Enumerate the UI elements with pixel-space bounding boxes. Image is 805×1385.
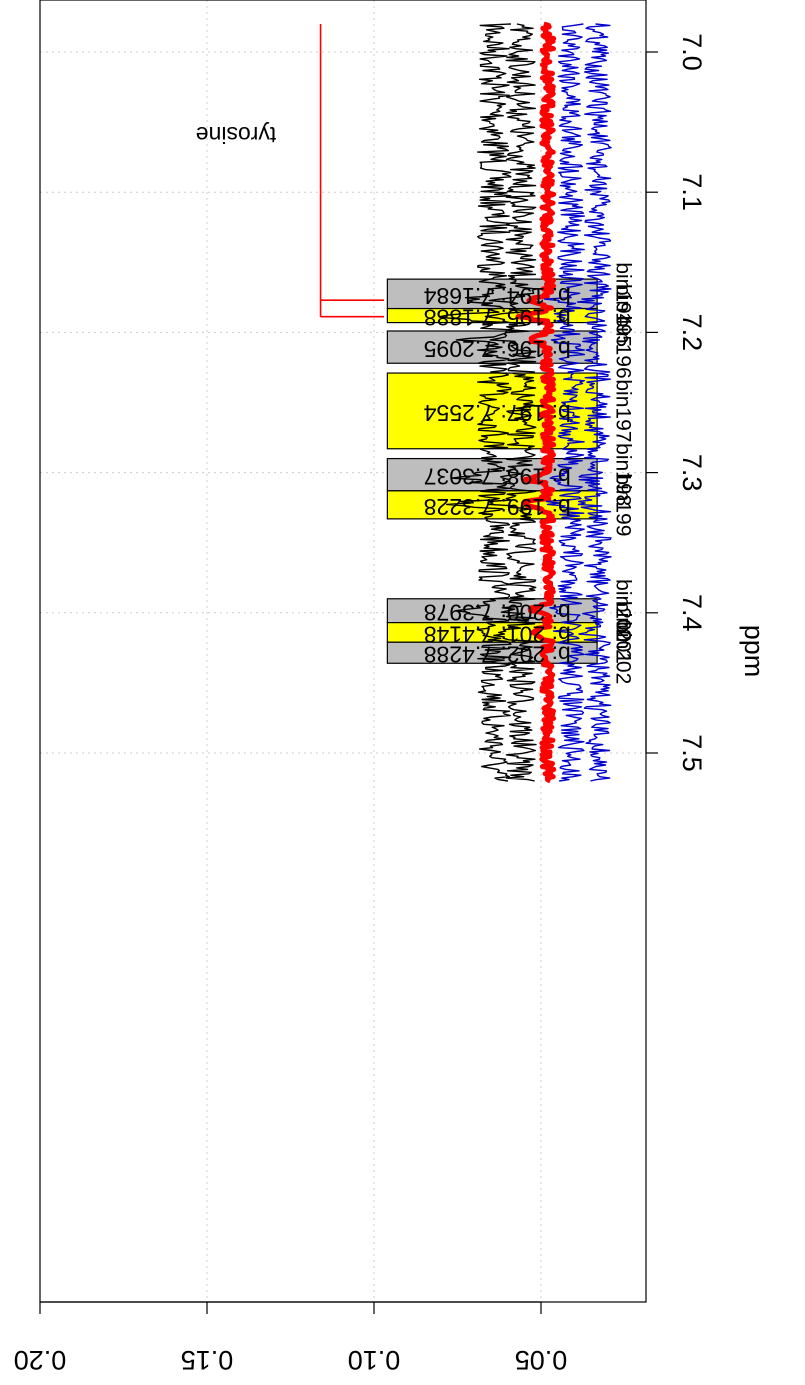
bin-value-label-bin200: b: 200: 7.3978 [424,600,571,626]
ppm-tick-label: 7.4 [677,594,707,632]
ppm-tick-label: 7.0 [677,33,707,71]
intensity-tick-label: 0.10 [348,1345,401,1375]
ppm-tick-label: 7.1 [677,173,707,211]
bin-value-label-bin196: b: 196: 7.2095 [424,336,571,362]
series-layer [439,21,612,784]
bin-name-label-bin198: bin198 [611,443,634,506]
bin-value-label-bin194: b: 194: 7.1684 [423,283,570,309]
bin-name-label-bin201: bin201 [611,601,634,664]
bin-value-label-bin195: b: 195: 7.1888 [424,304,571,330]
bin-value-label-bin201: b: 201: 7.4148 [424,621,571,647]
bin-name-label-bin200: bin200 [611,579,634,642]
annotation-layer: tyrosine [196,23,385,318]
bin-value-label-bin198: b: 198: 7.3037 [424,464,571,490]
annotation-label: tyrosine [196,122,277,148]
ppm-tick-label: 7.2 [677,314,707,352]
intensity-tick-label: 0.20 [14,1345,67,1375]
bin-value-label-bin199: b: 199: 7.3228 [424,494,571,520]
bin-name-label-bin197: bin197 [611,379,634,442]
ppm-tick-label: 7.5 [677,734,707,772]
bin-value-label-bin202: b: 202: 7.4288 [424,642,571,668]
bin-name-label-bin194: bin194 [611,262,634,325]
intensity-tick-label: 0.15 [181,1345,234,1375]
spectrum-line-5 [576,23,612,782]
spectrum-line-1 [439,23,512,782]
x-axis-label: ppm [739,625,769,678]
spectrum-line-3 [515,21,557,784]
bin-name-label-bin196: bin196 [611,316,634,379]
ppm-tick-label: 7.3 [677,454,707,492]
bin-name-label-bin202: bin202 [611,621,634,684]
axis-layer: 7.0 7.1 7.2 7.3 7.4 7.5 0.05 0.10 0.15 0.20 [14,33,707,1375]
spectrum-line-4 [543,23,586,782]
bin-name-label-bin195: bin195 [611,284,634,347]
spectrum-line-2 [484,23,537,782]
bin-name-label-bin199: bin199 [611,473,634,536]
intensity-tick-label: 0.05 [515,1345,568,1375]
bin-value-label-bin197: b: 197: 7.2554 [423,400,570,426]
